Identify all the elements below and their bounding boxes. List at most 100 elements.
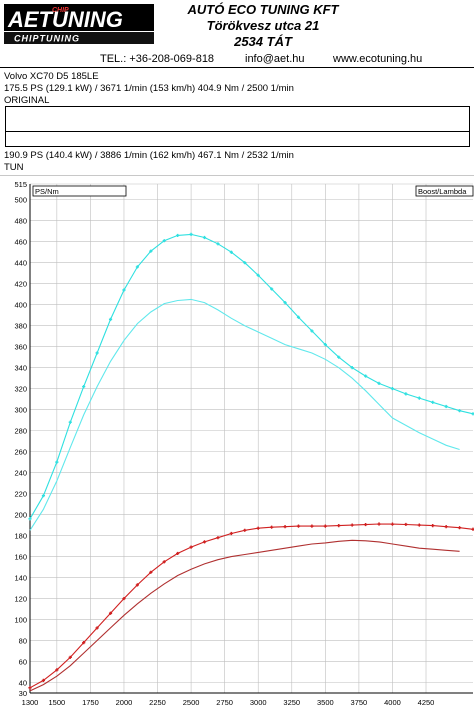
x-tick-label: 2500 (183, 698, 200, 707)
y-tick-label: 260 (14, 448, 27, 457)
y-tick-label: 220 (14, 490, 27, 499)
aetuning-logo: CHIP AETUNING CHIPTUNING (4, 4, 154, 44)
data-point-torque_tuned (189, 232, 193, 236)
series-line-torque_original (29, 298, 460, 531)
x-tick-labels: 1300 1500 1750 2000 2250 2500 2750 3000 3250 3500… (22, 698, 435, 707)
data-point-torque_tuned (256, 273, 260, 277)
data-point-power_tuned (323, 524, 327, 528)
data-point-power_tuned (296, 524, 301, 528)
y-tick-label: 480 (14, 217, 27, 226)
data-point-power_tuned (135, 583, 139, 587)
y-tick-label: 80 (19, 637, 27, 646)
website-link[interactable]: www.ecotuning.hu (333, 53, 423, 65)
y-tick-label: 500 (14, 196, 27, 205)
note-box-bottom (5, 130, 470, 147)
chart-top-divider (0, 175, 474, 176)
data-point-torque_tuned (55, 460, 59, 464)
data-point-torque_tuned (337, 355, 341, 359)
series-line-torque_tuned (29, 233, 474, 520)
data-point-power_tuned (256, 526, 260, 530)
y-tick-label: 30 (19, 689, 27, 698)
data-point-power_tuned (283, 525, 287, 529)
logo-sub-text: CHIPTUNING (14, 34, 80, 44)
data-point-torque_tuned (390, 387, 395, 391)
company-name: AUTÓ ECO TUNING KFT (187, 2, 339, 17)
y-tick-label: 60 (19, 658, 27, 667)
data-point-torque_tuned (108, 317, 113, 321)
data-point-power_tuned (68, 655, 72, 659)
y-tick-label: 200 (14, 511, 27, 520)
y-tick-label: 460 (14, 238, 27, 247)
data-point-power_tuned (444, 525, 448, 529)
data-point-torque_tuned (243, 261, 247, 265)
data-point-torque_tuned (457, 409, 462, 413)
series-layer (28, 232, 474, 692)
data-point-torque_tuned (41, 494, 46, 498)
data-point-torque_tuned (310, 329, 314, 333)
data-point-torque_tuned (471, 412, 474, 416)
data-point-torque_tuned (444, 404, 448, 409)
y-tick-label: 400 (14, 301, 27, 310)
data-point-power_tuned (82, 641, 86, 645)
y-tick-label: 40 (19, 679, 27, 688)
data-point-torque_tuned (202, 235, 207, 240)
email-address: info@aet.hu (245, 53, 305, 65)
y-tick-label: 240 (14, 469, 27, 478)
original-label: ORIGINAL (4, 95, 50, 106)
data-point-torque_tuned (216, 242, 220, 246)
tuned-result-line: 190.9 PS (140.4 kW) / 3886 1/min (162 km… (4, 150, 294, 161)
data-point-power_tuned (471, 527, 474, 531)
grid-layer (29, 183, 473, 694)
y-tick-label: 300 (14, 406, 27, 415)
y-tick-label: 280 (14, 427, 27, 436)
dyno-report-header: CHIP AETUNING CHIPTUNING AUTÓ ECO TUNING… (0, 0, 474, 52)
data-point-torque_tuned (176, 233, 180, 238)
company-city: 2534 TÁT (234, 34, 292, 49)
y-tick-label: 515 (14, 180, 27, 189)
data-point-torque_tuned (229, 250, 233, 254)
data-point-power_tuned (28, 686, 32, 690)
logo-main-text: AETUNING (7, 7, 123, 32)
left-axis-label-box (32, 185, 127, 197)
data-point-power_tuned (350, 523, 354, 527)
data-point-power_tuned (364, 522, 368, 527)
y-tick-label: 320 (14, 385, 27, 394)
data-point-torque_tuned (296, 315, 301, 319)
right-axis-label-box (415, 185, 474, 197)
data-point-power_tuned (457, 526, 462, 530)
data-point-torque_tuned (122, 288, 126, 292)
data-point-power_tuned (176, 551, 180, 556)
original-result-line: 175.5 PS (129.1 kW) / 3671 1/min (153 km… (4, 83, 294, 94)
x-tick-label: 4000 (384, 698, 401, 707)
data-point-power_tuned (202, 540, 207, 544)
data-point-torque_tuned (404, 392, 408, 396)
company-street: Törökvesz utca 21 (206, 18, 320, 33)
data-point-torque_tuned (323, 342, 327, 347)
vehicle-model: Volvo XC70 D5 185LE (4, 71, 99, 82)
data-point-power_tuned (55, 668, 59, 672)
contact-bar: TEL.: +36-208-069-818 info@aet.hu www.ec… (0, 52, 474, 68)
data-point-torque_tuned (95, 351, 99, 355)
data-point-torque_tuned (68, 420, 72, 424)
data-point-power_tuned (270, 525, 274, 529)
x-tick-label: 2750 (216, 698, 233, 707)
data-point-power_tuned (310, 524, 314, 528)
x-tick-label: 2250 (149, 698, 166, 707)
data-point-power_tuned (122, 596, 126, 601)
x-tick-label: 3250 (283, 698, 300, 707)
data-point-power_tuned (404, 522, 408, 527)
logo-chip-text: CHIP (52, 7, 69, 14)
x-tick-label: 3500 (317, 698, 334, 707)
data-point-torque_tuned (377, 381, 381, 386)
data-point-power_tuned (377, 522, 381, 526)
data-point-power_tuned (162, 560, 166, 564)
data-point-power_tuned (216, 536, 220, 540)
company-block: AUTÓ ECO TUNING KFT Törökvesz utca 21 25… (168, 2, 358, 50)
note-box-top (5, 106, 470, 132)
y-tick-label: 180 (14, 532, 27, 541)
x-tick-label: 1750 (82, 698, 99, 707)
data-point-torque_tuned (417, 396, 421, 400)
y-tick-label: 340 (14, 364, 27, 373)
data-point-torque_tuned (149, 249, 153, 253)
